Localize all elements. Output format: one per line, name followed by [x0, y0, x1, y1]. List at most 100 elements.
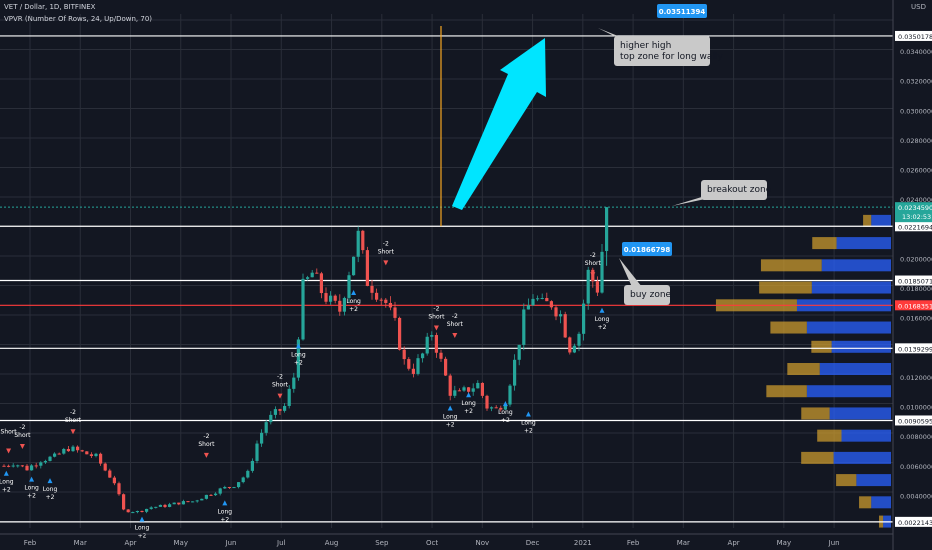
- vp-up-bar: [806, 385, 891, 398]
- candle-body: [490, 407, 494, 409]
- candle-body: [577, 333, 581, 346]
- signal-label: -2: [590, 252, 596, 259]
- candle-body: [250, 460, 254, 471]
- price-tag-bg: [657, 4, 707, 18]
- candle-body: [94, 453, 98, 457]
- vp-down-bar: [770, 321, 807, 334]
- long-arrow-icon: [525, 411, 531, 417]
- y-tick-label: 0.01000000: [900, 404, 932, 412]
- signal-label: Short: [447, 321, 464, 328]
- long-arrow-icon: [599, 307, 605, 313]
- short-arrow-icon: [203, 452, 209, 458]
- candle-body: [269, 414, 273, 423]
- candle-body: [333, 295, 337, 301]
- candle-body: [568, 337, 572, 353]
- callout-tail: [619, 258, 642, 287]
- short-arrow-icon: [590, 272, 596, 278]
- candle-body: [485, 395, 489, 409]
- signal-label: +2: [598, 324, 607, 331]
- candle-body: [278, 409, 282, 411]
- callout-box: [624, 285, 670, 305]
- candle-body: [273, 409, 277, 415]
- candle-body: [595, 281, 599, 293]
- level-label-bg: [895, 343, 932, 354]
- candle-body: [370, 285, 374, 293]
- signal-label: Long: [498, 409, 513, 416]
- candle-body: [301, 278, 305, 340]
- short-arrow-icon: [6, 448, 12, 454]
- x-tick-label: Mar: [677, 539, 690, 547]
- x-tick-label: Sep: [375, 539, 389, 547]
- vp-down-bar: [811, 340, 832, 353]
- signal-label: -2: [452, 313, 458, 320]
- level-label: 0.02216941: [898, 223, 932, 231]
- candle-body: [605, 207, 609, 252]
- candle-body: [214, 493, 218, 496]
- candle-body: [453, 390, 457, 396]
- candle-body: [30, 465, 34, 471]
- level-label: 0.00221436: [898, 519, 932, 527]
- vp-up-bar: [811, 281, 891, 294]
- short-arrow-icon: [19, 444, 25, 450]
- vp-down-bar: [817, 429, 842, 442]
- candle-body: [517, 344, 521, 360]
- signal-label: Long: [461, 400, 476, 407]
- candle-body: [34, 465, 38, 467]
- vp-down-bar: [759, 281, 812, 294]
- candle-body: [241, 477, 245, 483]
- y-tick-label: 0.02400000: [900, 196, 932, 204]
- candle-body: [365, 250, 369, 286]
- candle-body: [471, 388, 475, 392]
- signal-label: Short: [378, 248, 395, 255]
- signal-label: Short: [65, 417, 82, 424]
- candle-body: [122, 494, 126, 510]
- long-arrow-icon: [3, 470, 9, 476]
- candle-body: [347, 275, 351, 298]
- candle-body: [439, 352, 443, 359]
- vp-up-bar: [806, 321, 891, 334]
- y-tick-label: 0.02600000: [900, 167, 932, 175]
- signal-label: -2: [383, 240, 389, 247]
- signal-label: Long: [135, 525, 150, 532]
- signal-label: Long: [291, 351, 306, 358]
- currency-label: USD: [911, 3, 926, 11]
- level-label: 0.01683519: [898, 302, 932, 310]
- candle-body: [117, 483, 121, 495]
- short-arrow-icon: [452, 332, 458, 338]
- candle-body: [62, 448, 66, 454]
- signal-label: Long: [443, 414, 458, 421]
- x-tick-label: 2021: [574, 539, 592, 547]
- callout-text: top zone for long wally: [620, 52, 723, 62]
- signal-label: +2: [464, 408, 473, 415]
- candle-body: [195, 500, 199, 502]
- level-label-bg: [895, 30, 932, 41]
- signal-label: Long: [521, 419, 536, 426]
- candle-body: [480, 382, 484, 396]
- candle-body: [315, 272, 319, 274]
- signal-label: +2: [27, 493, 36, 500]
- candle-body: [135, 510, 139, 513]
- candle-body: [43, 460, 47, 463]
- vp-down-bar: [859, 496, 872, 509]
- candle-body: [89, 454, 93, 457]
- candle-body: [76, 446, 80, 451]
- y-tick-label: 0.00600000: [900, 463, 932, 471]
- candle-body: [99, 453, 103, 464]
- candle-body: [283, 405, 287, 411]
- level-label: 0.00905955: [898, 417, 932, 425]
- candle-body: [11, 465, 15, 467]
- candle-body: [85, 451, 89, 455]
- signal-label: Short: [428, 314, 445, 321]
- candle-body: [467, 387, 471, 392]
- candle-body: [103, 463, 107, 471]
- candle-body: [356, 230, 360, 257]
- x-tick-label: May: [777, 539, 791, 547]
- candle-body: [296, 339, 300, 378]
- candle-body: [53, 453, 57, 457]
- candle-body: [494, 407, 498, 409]
- candle-body: [448, 375, 452, 396]
- level-label-bg: [895, 516, 932, 527]
- candle-body: [2, 465, 6, 467]
- vp-down-bar: [863, 214, 872, 227]
